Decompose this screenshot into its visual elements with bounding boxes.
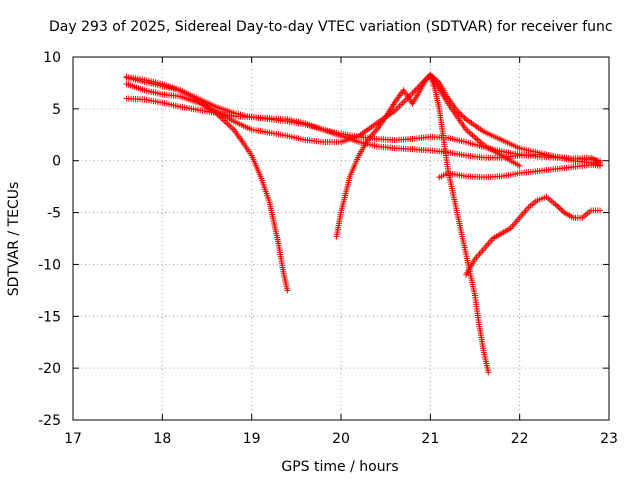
data-point [422, 76, 429, 83]
data-point [424, 75, 431, 82]
data-point [485, 369, 492, 376]
data-point [454, 107, 461, 114]
data-markers [123, 71, 604, 376]
data-point [556, 205, 563, 212]
y-axis-label: SDTVAR / TECUs [6, 182, 22, 297]
data-point [597, 159, 604, 166]
series-arc-8 [427, 71, 604, 166]
data-point [455, 109, 462, 116]
data-point [284, 287, 291, 294]
y-tick-label: -25 [38, 413, 61, 429]
data-point [433, 77, 440, 84]
series-arc-6 [436, 161, 604, 181]
x-tick-label: 20 [332, 431, 350, 447]
series-arc-7 [463, 194, 604, 278]
chart-title: Day 293 of 2025, Sidereal Day-to-day VTE… [49, 19, 613, 35]
data-point [559, 208, 566, 215]
data-point [460, 113, 467, 120]
x-tick-label: 23 [600, 431, 618, 447]
y-tick-label: -15 [38, 309, 61, 325]
data-point [552, 201, 559, 208]
series-arc-4 [123, 74, 291, 294]
data-point [434, 78, 441, 85]
data-point [431, 75, 438, 82]
data-point [427, 71, 434, 78]
series-arc-5 [333, 72, 492, 376]
x-tick-label: 22 [511, 431, 529, 447]
y-tick-label: 0 [52, 154, 61, 170]
data-point [558, 206, 565, 213]
y-tick-label: -10 [38, 257, 61, 273]
x-tick-label: 19 [243, 431, 261, 447]
data-point [555, 204, 562, 211]
x-tick-label: 18 [153, 431, 171, 447]
series-arc-2 [123, 95, 604, 168]
x-tick-label: 17 [64, 431, 82, 447]
y-tick-label: 10 [43, 50, 61, 66]
data-point [457, 110, 464, 117]
data-point [428, 73, 435, 80]
y-tick-label: -20 [38, 361, 61, 377]
data-point [597, 207, 604, 214]
y-tick-label: 5 [52, 102, 61, 118]
x-axis-label: GPS time / hours [281, 459, 398, 475]
data-point [553, 202, 560, 209]
data-point [461, 114, 468, 121]
x-tick-label: 21 [421, 431, 439, 447]
axis-ticks: 17 18 19 20 21 22 23 -25 -20 -15 -10 -5 0 5 10 [38, 50, 618, 447]
data-point [516, 162, 523, 169]
data-point [458, 112, 465, 119]
data-point [430, 74, 437, 81]
y-tick-label: -5 [47, 206, 61, 222]
